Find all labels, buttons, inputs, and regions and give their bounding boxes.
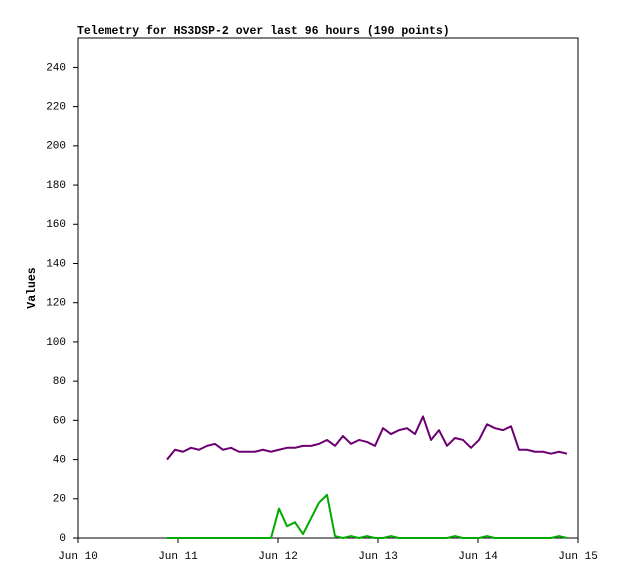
y-tick-label: 200 <box>46 141 66 153</box>
x-tick-label: Jun 13 <box>358 551 398 563</box>
y-tick-label: 60 <box>53 415 66 427</box>
x-tick-label: Jun 12 <box>258 551 298 563</box>
y-tick-label: 220 <box>46 102 66 114</box>
y-tick-label: 160 <box>46 219 66 231</box>
y-tick-label: 100 <box>46 337 66 349</box>
plot-frame <box>77 37 579 539</box>
y-tick-label: 40 <box>53 454 66 466</box>
x-tick-label: Jun 15 <box>558 551 598 563</box>
y-tick-label: 80 <box>53 376 66 388</box>
x-tick-label: Jun 14 <box>458 551 498 563</box>
line-series <box>167 493 568 539</box>
y-axis-label: Values <box>26 267 39 309</box>
y-tick-label: 240 <box>46 62 66 74</box>
chart-title: Telemetry for HS3DSP-2 over last 96 hour… <box>77 25 450 38</box>
y-tick-label: 120 <box>46 298 66 310</box>
x-tick-label: Jun 11 <box>158 551 198 563</box>
y-tick-label: 20 <box>53 494 66 506</box>
y-tick-label: 180 <box>46 180 66 192</box>
x-tick-label: Jun 10 <box>58 551 98 563</box>
line-series <box>166 415 568 461</box>
y-tick-label: 140 <box>46 258 66 270</box>
y-tick-label: 0 <box>59 533 66 545</box>
